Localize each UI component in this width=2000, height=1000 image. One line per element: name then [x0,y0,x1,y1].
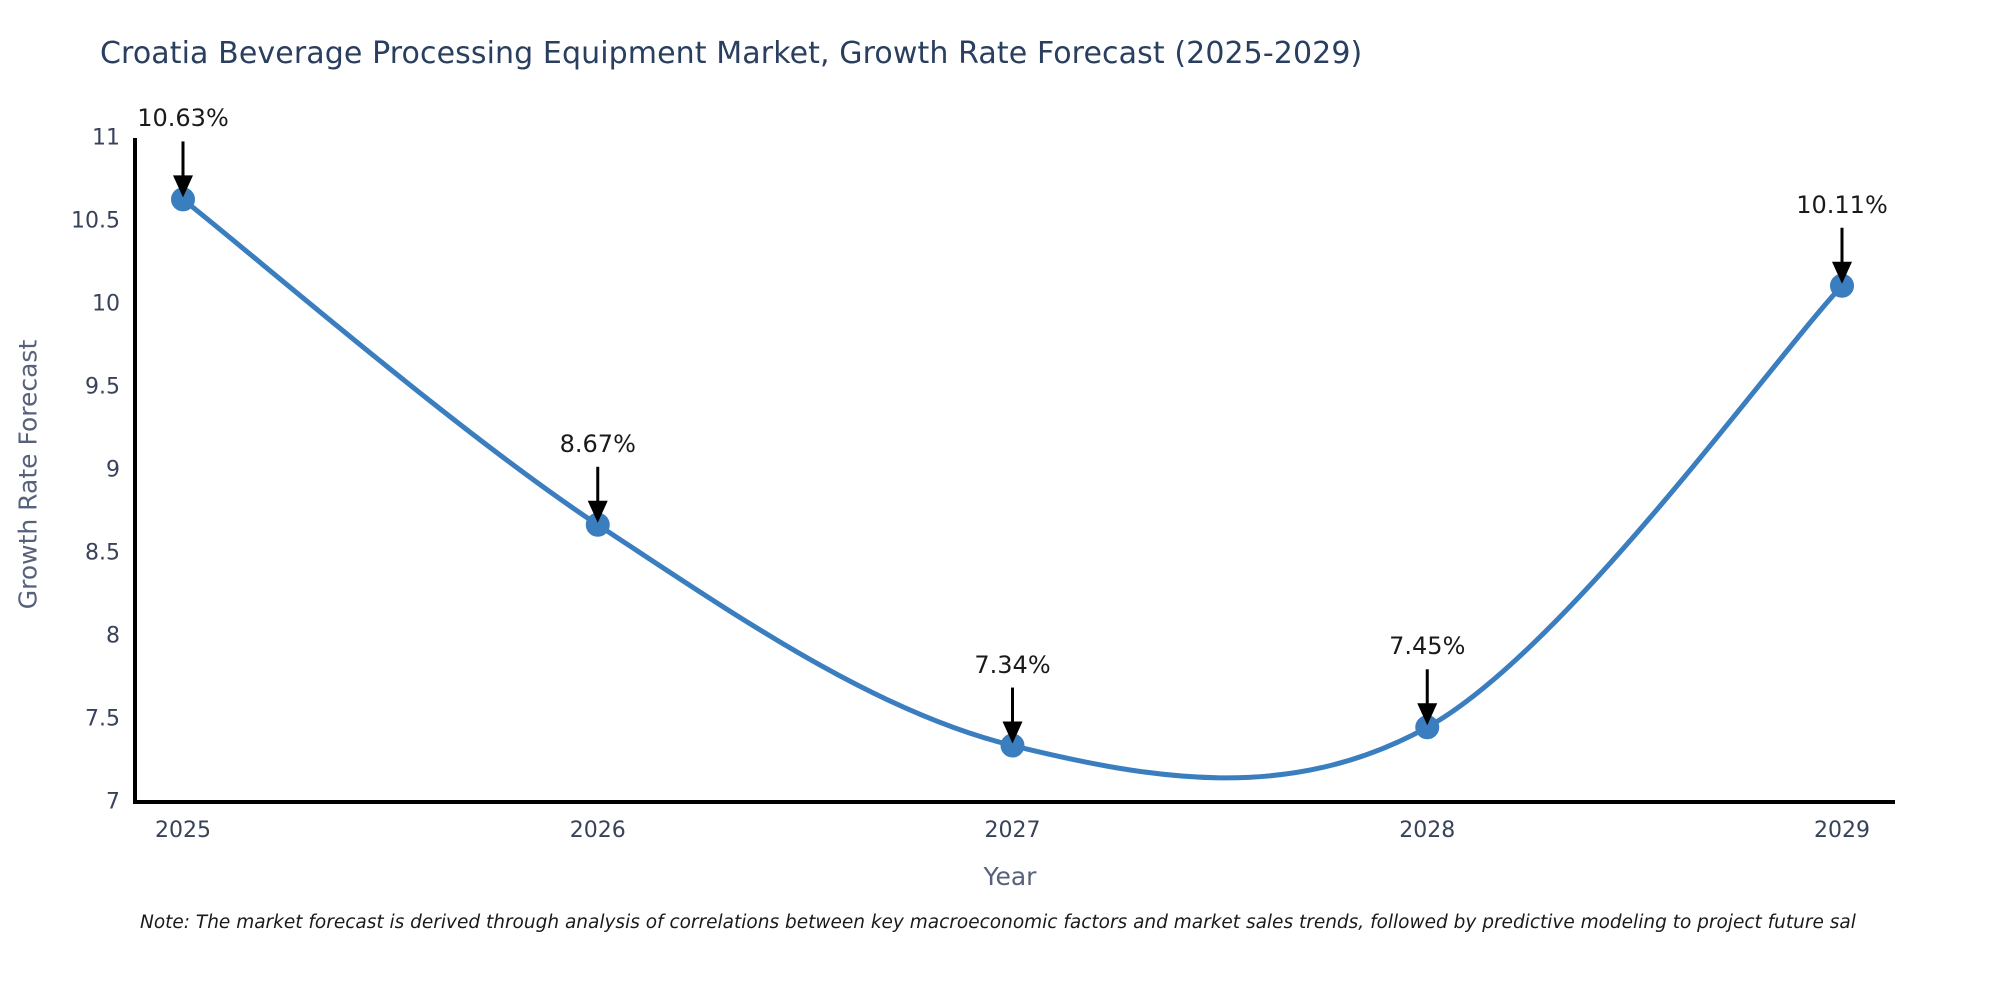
point-value-label: 7.45% [1389,632,1466,661]
chart-title: Croatia Beverage Processing Equipment Ma… [100,36,1363,71]
x-tick-label: 2029 [1814,818,1870,843]
y-tick-label: 7 [106,789,120,815]
y-tick-label: 7.5 [85,706,120,732]
x-tick-label: 2025 [155,818,211,843]
x-axis-title: Year [983,862,1037,891]
y-tick-label: 10.5 [71,208,120,234]
y-tick-label: 8.5 [85,540,120,566]
annotation-arrow-head [1002,721,1023,744]
point-value-label: 8.67% [559,429,636,458]
y-tick-label: 8 [106,623,120,649]
annotation-arrow-head [173,175,193,198]
point-value-label: 10.63% [137,104,229,133]
data-markers [171,187,1854,758]
chart-footnote: Note: The market forecast is derived thr… [140,912,1856,933]
annotation-arrows [173,141,1852,744]
x-tick-label: 2027 [984,818,1041,843]
point-value-label: 10.11% [1796,190,1888,219]
annotation-arrow-head [587,500,608,523]
y-tick-label: 10 [92,291,120,317]
annotation-arrow-head [1832,261,1852,284]
x-tick-label: 2026 [569,818,626,843]
x-axis-title-wrap: Year [0,862,2000,891]
annotation-arrow-head [1417,703,1438,726]
point-value-label: 7.34% [974,650,1051,679]
y-tick-label: 11 [92,125,120,151]
axis-spines [133,138,1895,804]
x-tick-label: 2028 [1399,818,1456,843]
y-tick-label: 9.5 [85,374,120,400]
y-tick-label: 9 [106,457,120,483]
